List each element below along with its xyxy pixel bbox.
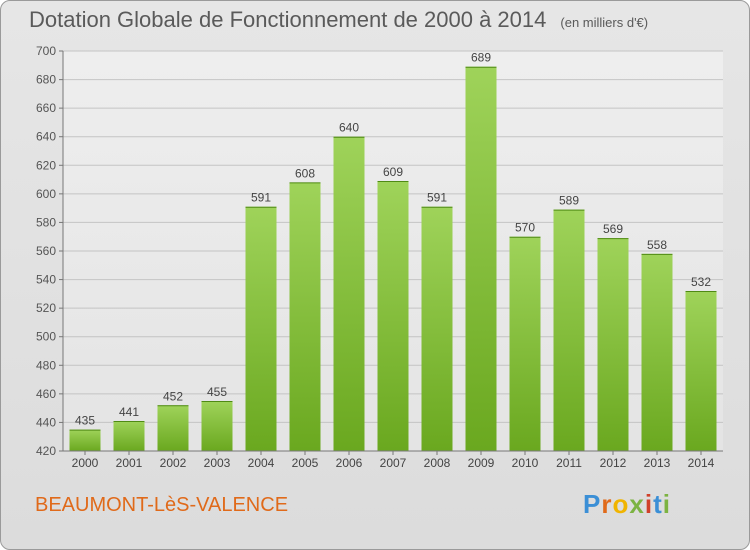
y-tick-label: 700: [36, 44, 56, 58]
bar-2006[interactable]: [333, 136, 365, 451]
bar-2013[interactable]: [641, 253, 673, 451]
x-tick-label: 2003: [204, 456, 231, 470]
x-tick-label: 2012: [600, 456, 627, 470]
logo-letter: r: [601, 489, 613, 519]
bar-value-label: 558: [647, 238, 667, 252]
y-tick-label: 440: [36, 415, 56, 429]
x-tick-label: 2005: [292, 456, 319, 470]
commune-name: BEAUMONT-LèS-VALENCE: [35, 494, 289, 516]
x-axis: 2000 2001 2002 2003 2004 2005 2006 2007 2008 2009…: [63, 450, 723, 470]
chart-title-text: Dotation Globale de Fonctionnement de 20…: [29, 7, 547, 32]
y-tick-label: 640: [36, 130, 56, 144]
bar-2005[interactable]: [289, 182, 321, 451]
bar-2014[interactable]: [685, 291, 717, 451]
x-tick-label: 2009: [468, 456, 495, 470]
bar-2003[interactable]: [201, 401, 233, 451]
bar-2010[interactable]: [509, 236, 541, 451]
x-tick-label: 2000: [72, 456, 99, 470]
logo-letter: P: [583, 489, 602, 519]
bar-2007[interactable]: [377, 181, 409, 451]
y-tick-label: 520: [36, 301, 56, 315]
bar-value-label: 441: [119, 405, 139, 419]
x-tick-label: 2007: [380, 456, 407, 470]
y-tick-label: 600: [36, 187, 56, 201]
bar-2000[interactable]: [69, 429, 101, 451]
chart-subtitle: (en milliers d'€): [560, 15, 649, 30]
bar-2004[interactable]: [245, 206, 277, 451]
y-tick-label: 580: [36, 215, 56, 229]
y-tick-label: 620: [36, 158, 56, 172]
bar-2001[interactable]: [113, 421, 145, 451]
logo-letter: x: [629, 489, 645, 519]
bar-value-label: 609: [383, 165, 403, 179]
bar-2002[interactable]: [157, 405, 189, 451]
logo-letter: t: [653, 489, 663, 519]
bars: 435 441 452 455 591 608 640 609 591 689 570 589 569 5…: [69, 51, 717, 451]
y-tick-label: 500: [36, 330, 56, 344]
logo-letter: i: [662, 489, 671, 519]
y-tick-label: 540: [36, 273, 56, 287]
x-tick-label: 2001: [116, 456, 143, 470]
x-tick-label: 2013: [644, 456, 671, 470]
y-axis: 420 440 460 480 500 520 540 560 580 600 620 640 660 6…: [36, 44, 64, 458]
x-tick-label: 2002: [160, 456, 187, 470]
bar-2009[interactable]: [465, 66, 497, 451]
bar-2012[interactable]: [597, 238, 629, 451]
x-tick-label: 2014: [688, 456, 715, 470]
bar-value-label: 591: [427, 191, 447, 205]
bar-value-label: 608: [295, 166, 315, 180]
bar-value-label: 455: [207, 385, 227, 399]
y-tick-label: 680: [36, 73, 56, 87]
bar-value-label: 591: [251, 191, 271, 205]
bar-value-label: 452: [163, 389, 183, 403]
bar-value-label: 640: [339, 121, 359, 135]
x-tick-label: 2010: [512, 456, 539, 470]
y-tick-label: 460: [36, 387, 56, 401]
bar-2008[interactable]: [421, 206, 453, 451]
x-tick-label: 2008: [424, 456, 451, 470]
bar-2011[interactable]: [553, 209, 585, 451]
y-tick-label: 560: [36, 244, 56, 258]
bar-value-label: 532: [691, 275, 711, 289]
x-tick-label: 2004: [248, 456, 275, 470]
bar-value-label: 570: [515, 221, 535, 235]
x-tick-label: 2006: [336, 456, 363, 470]
y-tick-label: 420: [36, 444, 56, 458]
bar-value-label: 435: [75, 414, 95, 428]
bar-value-label: 569: [603, 222, 623, 236]
bar-value-label: 589: [559, 194, 579, 208]
y-tick-label: 660: [36, 101, 56, 115]
x-tick-label: 2011: [556, 456, 582, 470]
chart-title: Dotation Globale de Fonctionnement de 20…: [29, 7, 648, 33]
logo-letter: o: [612, 489, 630, 519]
y-tick-label: 480: [36, 358, 56, 372]
logo-letter: i: [644, 489, 654, 519]
proxiti-logo[interactable]: Proxiti: [583, 489, 671, 520]
bar-value-label: 689: [471, 51, 491, 65]
